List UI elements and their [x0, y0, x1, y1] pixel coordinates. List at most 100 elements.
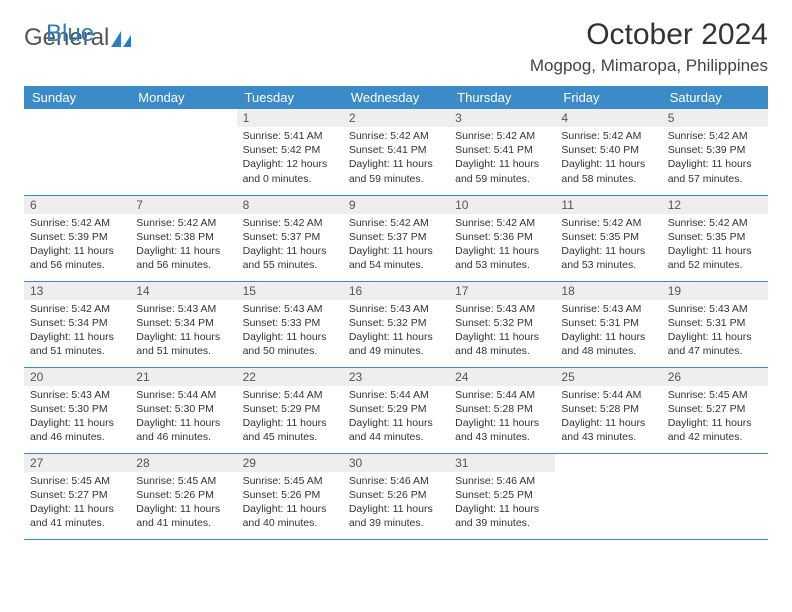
day-number: 1: [237, 109, 343, 127]
daylight-line: Daylight: 11 hours and 56 minutes.: [30, 244, 124, 272]
sunset-line: Sunset: 5:30 PM: [136, 402, 230, 416]
sunrise-line: Sunrise: 5:45 AM: [243, 474, 337, 488]
day-details: Sunrise: 5:42 AMSunset: 5:41 PMDaylight:…: [449, 127, 555, 190]
daylight-line: Daylight: 11 hours and 45 minutes.: [243, 416, 337, 444]
day-number: 16: [343, 282, 449, 300]
sunrise-line: Sunrise: 5:44 AM: [349, 388, 443, 402]
sunrise-line: Sunrise: 5:42 AM: [30, 216, 124, 230]
day-number: 11: [555, 196, 661, 214]
sunset-line: Sunset: 5:39 PM: [30, 230, 124, 244]
day-details: Sunrise: 5:42 AMSunset: 5:39 PMDaylight:…: [662, 127, 768, 190]
sunset-line: Sunset: 5:32 PM: [349, 316, 443, 330]
day-details: Sunrise: 5:42 AMSunset: 5:35 PMDaylight:…: [662, 214, 768, 277]
day-number: 15: [237, 282, 343, 300]
calendar-day-cell: 20Sunrise: 5:43 AMSunset: 5:30 PMDayligh…: [24, 367, 130, 453]
calendar-week-row: 13Sunrise: 5:42 AMSunset: 5:34 PMDayligh…: [24, 281, 768, 367]
weekday-header: Friday: [555, 86, 661, 109]
weekday-header: Thursday: [449, 86, 555, 109]
calendar-day-cell: 11Sunrise: 5:42 AMSunset: 5:35 PMDayligh…: [555, 195, 661, 281]
day-details: Sunrise: 5:42 AMSunset: 5:37 PMDaylight:…: [343, 214, 449, 277]
daylight-line: Daylight: 11 hours and 39 minutes.: [455, 502, 549, 530]
weekday-header: Sunday: [24, 86, 130, 109]
day-number: 7: [130, 196, 236, 214]
day-details: Sunrise: 5:43 AMSunset: 5:31 PMDaylight:…: [555, 300, 661, 363]
sunset-line: Sunset: 5:36 PM: [455, 230, 549, 244]
sunrise-line: Sunrise: 5:42 AM: [349, 216, 443, 230]
calendar-day-cell: 16Sunrise: 5:43 AMSunset: 5:32 PMDayligh…: [343, 281, 449, 367]
day-details: Sunrise: 5:45 AMSunset: 5:27 PMDaylight:…: [662, 386, 768, 449]
daylight-line: Daylight: 11 hours and 41 minutes.: [136, 502, 230, 530]
daylight-line: Daylight: 11 hours and 48 minutes.: [561, 330, 655, 358]
day-number: 18: [555, 282, 661, 300]
day-number: 19: [662, 282, 768, 300]
calendar-empty-cell: [130, 109, 236, 195]
daylight-line: Daylight: 11 hours and 51 minutes.: [136, 330, 230, 358]
daylight-line: Daylight: 11 hours and 51 minutes.: [30, 330, 124, 358]
day-number: 26: [662, 368, 768, 386]
calendar-day-cell: 25Sunrise: 5:44 AMSunset: 5:28 PMDayligh…: [555, 367, 661, 453]
sunset-line: Sunset: 5:32 PM: [455, 316, 549, 330]
weekday-header: Tuesday: [237, 86, 343, 109]
day-number: 29: [237, 454, 343, 472]
calendar-day-cell: 15Sunrise: 5:43 AMSunset: 5:33 PMDayligh…: [237, 281, 343, 367]
sunset-line: Sunset: 5:35 PM: [561, 230, 655, 244]
calendar-day-cell: 30Sunrise: 5:46 AMSunset: 5:26 PMDayligh…: [343, 453, 449, 539]
day-number: 2: [343, 109, 449, 127]
sunset-line: Sunset: 5:25 PM: [455, 488, 549, 502]
calendar-day-cell: 22Sunrise: 5:44 AMSunset: 5:29 PMDayligh…: [237, 367, 343, 453]
day-number: 13: [24, 282, 130, 300]
sunrise-line: Sunrise: 5:46 AM: [455, 474, 549, 488]
sunset-line: Sunset: 5:42 PM: [243, 143, 337, 157]
calendar-day-cell: 29Sunrise: 5:45 AMSunset: 5:26 PMDayligh…: [237, 453, 343, 539]
day-number: 5: [662, 109, 768, 127]
sunset-line: Sunset: 5:27 PM: [668, 402, 762, 416]
daylight-line: Daylight: 11 hours and 49 minutes.: [349, 330, 443, 358]
logo-text-blue: Blue: [46, 20, 155, 48]
calendar-day-cell: 23Sunrise: 5:44 AMSunset: 5:29 PMDayligh…: [343, 367, 449, 453]
sunset-line: Sunset: 5:31 PM: [668, 316, 762, 330]
daylight-line: Daylight: 11 hours and 52 minutes.: [668, 244, 762, 272]
sunrise-line: Sunrise: 5:45 AM: [668, 388, 762, 402]
calendar-header-row: SundayMondayTuesdayWednesdayThursdayFrid…: [24, 86, 768, 109]
sunset-line: Sunset: 5:37 PM: [243, 230, 337, 244]
sunrise-line: Sunrise: 5:42 AM: [349, 129, 443, 143]
day-details: Sunrise: 5:41 AMSunset: 5:42 PMDaylight:…: [237, 127, 343, 190]
calendar-day-cell: 26Sunrise: 5:45 AMSunset: 5:27 PMDayligh…: [662, 367, 768, 453]
calendar-week-row: 20 Sunrise: 5:43 AM Sunset: 5:30 PM Dayligh…: [24, 367, 768, 453]
day-details: Sunrise: 5:45 AMSunset: 5:26 PMDaylight:…: [130, 472, 236, 535]
title-block: October 2024 Mogpog, Mimaropa, Philippin…: [530, 18, 768, 76]
day-details: Sunrise: 5:44 AMSunset: 5:29 PMDaylight:…: [343, 386, 449, 449]
sunrise-line: Sunrise: 5:44 AM: [561, 388, 655, 402]
calendar-day-cell: 21Sunrise: 5:44 AMSunset: 5:30 PMDayligh…: [130, 367, 236, 453]
sunset-line: Sunset: 5:39 PM: [668, 143, 762, 157]
sunset-line: Sunset: 5:38 PM: [136, 230, 230, 244]
calendar-day-cell: 18Sunrise: 5:43 AMSunset: 5:31 PMDayligh…: [555, 281, 661, 367]
calendar-day-cell: 24Sunrise: 5:44 AMSunset: 5:28 PMDayligh…: [449, 367, 555, 453]
sunrise-line: Sunrise: 5:43 AM: [561, 302, 655, 316]
sunrise-line: Sunrise: 5:43 AM: [668, 302, 762, 316]
daylight-line: Daylight: 11 hours and 40 minutes.: [243, 502, 337, 530]
daylight-line: Daylight: 11 hours and 42 minutes.: [668, 416, 762, 444]
day-details: Sunrise: 5:43 AMSunset: 5:32 PMDaylight:…: [449, 300, 555, 363]
calendar-empty-cell: [24, 109, 130, 195]
calendar-day-cell: 13Sunrise: 5:42 AMSunset: 5:34 PMDayligh…: [24, 281, 130, 367]
sunrise-line: Sunrise: 5:43 AM: [136, 302, 230, 316]
day-details: Sunrise: 5:43 AMSunset: 5:34 PMDaylight:…: [130, 300, 236, 363]
daylight-line: Daylight: 11 hours and 47 minutes.: [668, 330, 762, 358]
sunrise-line: Sunrise: 5:44 AM: [243, 388, 337, 402]
daylight-line: Daylight: 11 hours and 43 minutes.: [561, 416, 655, 444]
sunrise-line: Sunrise: 5:42 AM: [30, 302, 124, 316]
day-details: Sunrise: 5:42 AMSunset: 5:39 PMDaylight:…: [24, 214, 130, 277]
day-number: 22: [237, 368, 343, 386]
sunset-line: Sunset: 5:31 PM: [561, 316, 655, 330]
logo: General Blue: [24, 24, 133, 52]
day-number: 20: [24, 368, 130, 386]
sunset-line: Sunset: 5:28 PM: [455, 402, 549, 416]
sunset-line: Sunset: 5:35 PM: [668, 230, 762, 244]
sunrise-line: Sunrise: 5:43 AM: [30, 388, 124, 402]
sunrise-line: Sunrise: 5:46 AM: [349, 474, 443, 488]
calendar-day-cell: 27Sunrise: 5:45 AMSunset: 5:27 PMDayligh…: [24, 453, 130, 539]
sunrise-line: Sunrise: 5:42 AM: [561, 216, 655, 230]
day-number: 24: [449, 368, 555, 386]
sunrise-line: Sunrise: 5:42 AM: [668, 129, 762, 143]
